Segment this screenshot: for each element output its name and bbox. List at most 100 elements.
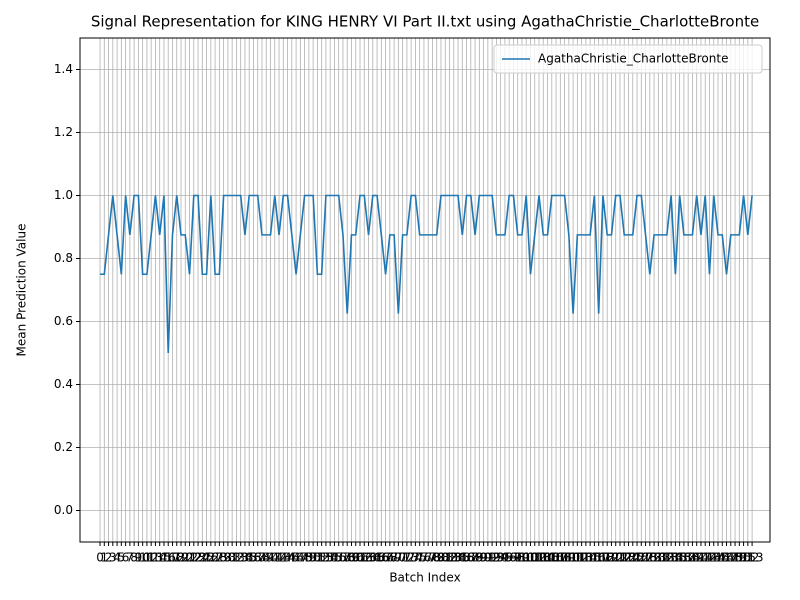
x-tick-label: 48 bbox=[297, 551, 312, 565]
x-tick-label: 30 bbox=[220, 551, 235, 565]
x-tick-label: 68 bbox=[382, 551, 397, 565]
x-tick-label: 122 bbox=[609, 551, 632, 565]
x-tick-label: 12 bbox=[144, 551, 159, 565]
x-tick-label: 4 bbox=[113, 551, 121, 565]
x-tick-label: 87 bbox=[463, 551, 478, 565]
x-tick-label: 148 bbox=[719, 551, 742, 565]
x-tick-label: 88 bbox=[467, 551, 482, 565]
x-tick-label: 100 bbox=[515, 551, 538, 565]
x-tick-label: 99 bbox=[514, 551, 529, 565]
x-tick-label: 19 bbox=[173, 551, 188, 565]
x-tick-label: 46 bbox=[288, 551, 303, 565]
y-tick-label: 1.0 bbox=[54, 188, 73, 202]
x-tick-label: 51 bbox=[310, 551, 325, 565]
x-tick-label: 54 bbox=[323, 551, 338, 565]
x-tick-label: 1 bbox=[100, 551, 108, 565]
x-tick-label: 110 bbox=[557, 551, 580, 565]
x-tick-label: 50 bbox=[305, 551, 320, 565]
x-tick-label: 27 bbox=[207, 551, 222, 565]
x-tick-label: 11 bbox=[139, 551, 154, 565]
x-tick-label: 96 bbox=[502, 551, 517, 565]
x-tick-label: 70 bbox=[391, 551, 406, 565]
x-tick-label: 17 bbox=[165, 551, 180, 565]
x-tick-label: 0 bbox=[96, 551, 104, 565]
x-tick-label: 140 bbox=[685, 551, 708, 565]
x-tick-label: 61 bbox=[352, 551, 367, 565]
x-tick-label: 74 bbox=[408, 551, 423, 565]
x-tick-label: 57 bbox=[335, 551, 350, 565]
x-tick-label: 123 bbox=[613, 551, 636, 565]
x-tick-label: 60 bbox=[348, 551, 363, 565]
x-tick-label: 135 bbox=[664, 551, 687, 565]
x-tick-label: 151 bbox=[732, 551, 755, 565]
x-tick-label: 73 bbox=[404, 551, 419, 565]
x-tick-label: 115 bbox=[579, 551, 602, 565]
x-axis-label: Batch Index bbox=[389, 571, 460, 585]
x-tick-label: 62 bbox=[357, 551, 372, 565]
x-tick-label: 42 bbox=[271, 551, 286, 565]
x-tick-label: 124 bbox=[617, 551, 640, 565]
x-tick-label: 84 bbox=[450, 551, 465, 565]
x-tick-label: 37 bbox=[250, 551, 265, 565]
x-tick-label: 25 bbox=[199, 551, 214, 565]
x-tick-label: 16 bbox=[161, 551, 176, 565]
legend-box bbox=[493, 44, 763, 74]
x-tick-label: 108 bbox=[549, 551, 572, 565]
x-tick-label: 21 bbox=[182, 551, 197, 565]
x-tick-label: 52 bbox=[314, 551, 329, 565]
x-tick-label: 2 bbox=[105, 551, 113, 565]
x-tick-label: 34 bbox=[237, 551, 252, 565]
x-tick-label: 33 bbox=[233, 551, 248, 565]
x-tick-label: 113 bbox=[570, 551, 593, 565]
x-tick-label: 49 bbox=[301, 551, 316, 565]
x-tick-label: 126 bbox=[626, 551, 649, 565]
x-tick-label: 72 bbox=[399, 551, 414, 565]
x-tick-label: 95 bbox=[497, 551, 512, 565]
x-tick-label: 121 bbox=[604, 551, 627, 565]
x-tick-label: 128 bbox=[634, 551, 657, 565]
x-tick-label: 133 bbox=[655, 551, 678, 565]
x-tick-label: 120 bbox=[600, 551, 623, 565]
legend-label: AgathaChristie_CharlotteBronte bbox=[538, 52, 728, 66]
x-tick-label: 98 bbox=[510, 551, 525, 565]
x-tick-label: 138 bbox=[677, 551, 700, 565]
x-tick-label: 147 bbox=[715, 551, 738, 565]
chart-title: Signal Representation for KING HENRY VI … bbox=[91, 13, 759, 32]
x-tick-label: 102 bbox=[523, 551, 546, 565]
y-tick-label: 1.2 bbox=[54, 125, 73, 139]
x-tick-label: 35 bbox=[242, 551, 257, 565]
x-tick-label: 67 bbox=[378, 551, 393, 565]
x-tick-label: 94 bbox=[493, 551, 508, 565]
x-tick-label: 13 bbox=[148, 551, 163, 565]
x-tick-label: 139 bbox=[681, 551, 704, 565]
x-tick-label: 144 bbox=[702, 551, 725, 565]
x-tick-label: 106 bbox=[540, 551, 563, 565]
x-tick-label: 39 bbox=[259, 551, 274, 565]
x-tick-label: 43 bbox=[276, 551, 291, 565]
y-tick-label: 0.8 bbox=[54, 251, 73, 265]
x-tick-label: 83 bbox=[446, 551, 461, 565]
x-tick-label: 55 bbox=[327, 551, 342, 565]
x-tick-label: 80 bbox=[433, 551, 448, 565]
x-tick-label: 38 bbox=[254, 551, 269, 565]
y-tick-label: 0.4 bbox=[54, 377, 73, 391]
x-tick-label: 82 bbox=[442, 551, 457, 565]
x-tick-label: 107 bbox=[545, 551, 568, 565]
x-tick-label: 101 bbox=[519, 551, 542, 565]
line-series bbox=[100, 194, 753, 354]
x-tick-label: 32 bbox=[229, 551, 244, 565]
x-tick-label: 9 bbox=[135, 551, 143, 565]
x-tick-label: 130 bbox=[643, 551, 666, 565]
y-tick-label: 1.4 bbox=[54, 62, 73, 76]
x-tick-label: 69 bbox=[386, 551, 401, 565]
x-tick-label: 91 bbox=[480, 551, 495, 565]
x-tick-label: 47 bbox=[293, 551, 308, 565]
x-tick-label: 127 bbox=[630, 551, 653, 565]
x-tick-label: 136 bbox=[668, 551, 691, 565]
x-tick-label: 40 bbox=[263, 551, 278, 565]
x-tick-label: 44 bbox=[280, 551, 295, 565]
x-tick-label: 41 bbox=[267, 551, 282, 565]
x-tick-label: 145 bbox=[707, 551, 730, 565]
x-tick-label: 117 bbox=[587, 551, 610, 565]
